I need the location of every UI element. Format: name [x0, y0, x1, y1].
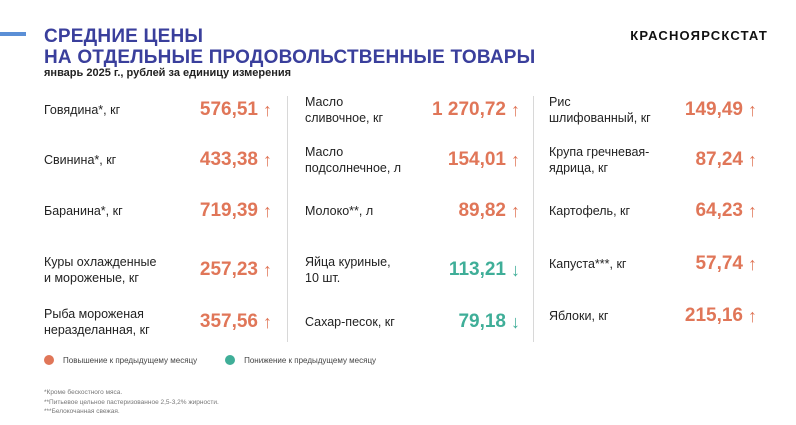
up-dot-icon	[44, 355, 54, 365]
accent-bar	[0, 32, 26, 36]
price-value: 64,23 ↑	[695, 200, 757, 221]
price-row: Баранина*, кг 719,39 ↑	[44, 193, 272, 229]
price-row: Молоко**, л 89,82 ↑	[305, 193, 520, 229]
product-name: Свинина*, кг	[44, 153, 117, 167]
arrow-down-icon: ↓	[511, 311, 520, 332]
legend-label: Повышение к предыдущему месяцу	[63, 355, 198, 365]
footnote: *Кроме бескостного мяса.	[44, 389, 123, 396]
product-name: Масло подсолнечное, л	[305, 145, 402, 175]
price-row: Сахар-песок, кг 79,18 ↓	[305, 304, 520, 340]
arrow-up-icon: ↑	[748, 149, 757, 170]
title-line-1: СРЕДНИЕ ЦЕНЫ	[44, 26, 204, 47]
price-value: 576,51 ↑	[199, 99, 272, 120]
product-name: Капуста***, кг	[549, 257, 627, 271]
product-name: Баранина*, кг	[44, 204, 123, 218]
price-row: Крупа гречневая-ядрица, кг 87,24 ↑	[549, 142, 757, 178]
product-name: Рыба мороженая неразделанная, кг	[44, 307, 150, 337]
legend: Повышение к предыдущему месяцу Понижение…	[44, 355, 404, 365]
product-name: Масло сливочное, кг	[305, 95, 383, 125]
arrow-up-icon: ↑	[511, 200, 520, 221]
price-row: Яйца куриные, 10 шт. 113,21 ↓	[305, 252, 520, 288]
price-value: 357,56 ↑	[199, 311, 272, 332]
price-value: 257,23 ↑	[199, 259, 272, 280]
brand-logo-text: КРАСНОЯРСКСТАТ	[630, 28, 768, 43]
price-value: 215,16 ↑	[684, 305, 757, 326]
arrow-up-icon: ↑	[263, 149, 272, 170]
arrow-down-icon: ↓	[511, 259, 520, 280]
product-name: Яйца куриные, 10 шт.	[305, 255, 391, 285]
arrow-up-icon: ↑	[511, 149, 520, 170]
price-column-2: Масло сливочное, кг 1 270,72 ↑ Масло подсол…	[305, 92, 520, 342]
arrow-up-icon: ↑	[511, 99, 520, 120]
product-name: Картофель, кг	[549, 204, 631, 218]
page-subtitle: январь 2025 г., рублей за единицу измере…	[44, 67, 292, 79]
price-value: 433,38 ↑	[199, 149, 272, 170]
arrow-up-icon: ↑	[748, 200, 757, 221]
price-value: 89,82 ↑	[458, 200, 520, 221]
price-column-1: Говядина*, кг 576,51 ↑ Свинина*, кг 433,3…	[44, 92, 272, 342]
price-value: 154,01 ↑	[447, 149, 520, 170]
legend-item-down: Понижение к предыдущему месяцу	[225, 355, 376, 365]
column-divider	[287, 96, 288, 342]
product-name: Рис шлифованный, кг	[549, 95, 651, 125]
product-name: Говядина*, кг	[44, 103, 121, 117]
price-value: 719,39 ↑	[199, 200, 272, 221]
legend-label: Понижение к предыдущему месяцу	[244, 355, 377, 365]
column-divider	[533, 96, 534, 342]
arrow-up-icon: ↑	[748, 253, 757, 274]
price-row: Масло подсолнечное, л 154,01 ↑	[305, 142, 520, 178]
footnote: **Питьевое цельное пастеризованное 2,5-3…	[44, 398, 219, 406]
price-value: 57,74 ↑	[695, 253, 757, 274]
arrow-up-icon: ↑	[263, 311, 272, 332]
price-row: Куры охлажденные и мороженые, кг 257,23 ↑	[44, 252, 272, 288]
title-line-2: НА ОТДЕЛЬНЫЕ ПРОДОВОЛЬСТВЕННЫЕ ТОВАРЫ	[44, 47, 536, 68]
product-name: Сахар-песок, кг	[305, 315, 395, 329]
price-row: Рыба мороженая неразделанная, кг 357,56 ↑	[44, 304, 272, 340]
product-name: Крупа гречневая-ядрица, кг	[549, 145, 650, 175]
page-title: СРЕДНИЕ ЦЕНЫ НА ОТДЕЛЬНЫЕ ПРОДОВОЛЬСТВЕН…	[44, 26, 535, 68]
price-column-3: Рис шлифованный, кг 149,49 ↑ Крупа гречнев…	[549, 92, 757, 342]
down-dot-icon	[225, 355, 236, 365]
arrow-up-icon: ↑	[263, 259, 272, 280]
price-row: Рис шлифованный, кг 149,49 ↑	[549, 92, 757, 128]
arrow-up-icon: ↑	[263, 200, 272, 221]
arrow-up-icon: ↑	[263, 99, 272, 120]
product-name: Куры охлажденные и мороженые, кг	[44, 255, 157, 285]
price-row: Свинина*, кг 433,38 ↑	[44, 142, 272, 178]
price-value: 79,18 ↓	[458, 311, 520, 332]
price-value: 113,21 ↓	[448, 259, 520, 280]
price-row: Говядина*, кг 576,51 ↑	[44, 92, 272, 128]
price-row: Масло сливочное, кг 1 270,72 ↑	[305, 92, 520, 128]
price-value: 87,24 ↑	[695, 149, 757, 170]
legend-item-up: Повышение к предыдущему месяцу	[44, 355, 197, 365]
footnote: ***Белокочанная свежая.	[44, 408, 120, 415]
product-name: Молоко**, л	[305, 204, 374, 218]
price-row: Картофель, кг 64,23 ↑	[549, 193, 757, 229]
price-row: Яблоки, кг 215,16 ↑	[549, 298, 757, 334]
arrow-up-icon: ↑	[748, 99, 757, 120]
price-value: 149,49 ↑	[684, 99, 757, 120]
price-row: Капуста***, кг 57,74 ↑	[549, 246, 757, 282]
product-name: Яблоки, кг	[549, 309, 609, 323]
arrow-up-icon: ↑	[748, 305, 757, 326]
footnotes: *Кроме бескостного мяса. **Питьевое цель…	[44, 388, 219, 417]
price-value: 1 270,72 ↑	[432, 99, 520, 120]
